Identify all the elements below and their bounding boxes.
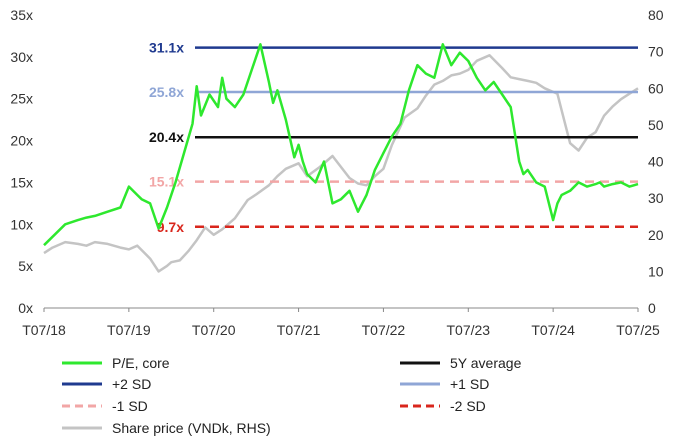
y-right-tick-label: 10	[648, 263, 664, 279]
reference-line-label: 9.7x	[157, 219, 184, 235]
y-left-tick-label: 5x	[18, 258, 33, 274]
y-left-tick-label: 0x	[18, 300, 33, 316]
y-left-tick-label: 30x	[10, 49, 33, 65]
legend-label: 5Y average	[450, 355, 522, 371]
y-left-tick-label: 25x	[10, 91, 33, 107]
y-left-tick-label: 10x	[10, 216, 33, 232]
x-tick-label: T07/24	[531, 322, 575, 338]
x-tick-label: T07/22	[362, 322, 406, 338]
y-right-tick-label: 20	[648, 227, 664, 243]
y-right-tick-label: 30	[648, 190, 664, 206]
y-left-tick-label: 35x	[10, 7, 33, 23]
y-right-tick-label: 0	[648, 300, 656, 316]
x-tick-label: T07/19	[107, 322, 151, 338]
y-right-tick-label: 40	[648, 154, 664, 170]
x-tick-label: T07/20	[192, 322, 236, 338]
series-line-pe-core	[43, 43, 639, 247]
legend-label: -2 SD	[450, 398, 486, 414]
y-left-tick-label: 20x	[10, 133, 33, 149]
x-tick-label: T07/18	[22, 322, 66, 338]
y-right-tick-label: 70	[648, 44, 664, 60]
legend-label: Share price (VNDk, RHS)	[112, 420, 271, 436]
legend-label: +2 SD	[112, 376, 151, 392]
legend-label: P/E, core	[112, 355, 170, 371]
reference-line-label: 15.1x	[149, 174, 184, 190]
y-right-tick-label: 80	[648, 7, 664, 23]
x-tick-label: T07/25	[616, 322, 660, 338]
reference-line-label: 31.1x	[149, 40, 184, 56]
reference-line-label: 20.4x	[149, 129, 184, 145]
y-left-tick-label: 15x	[10, 174, 33, 190]
legend-label: -1 SD	[112, 398, 148, 414]
y-right-tick-label: 60	[648, 80, 664, 96]
x-tick-label: T07/21	[277, 322, 321, 338]
y-right-tick-label: 50	[648, 117, 664, 133]
reference-line-label: 25.8x	[149, 84, 184, 100]
x-tick-label: T07/23	[446, 322, 490, 338]
series-line-share-price	[43, 54, 639, 273]
legend-label: +1 SD	[450, 376, 489, 392]
